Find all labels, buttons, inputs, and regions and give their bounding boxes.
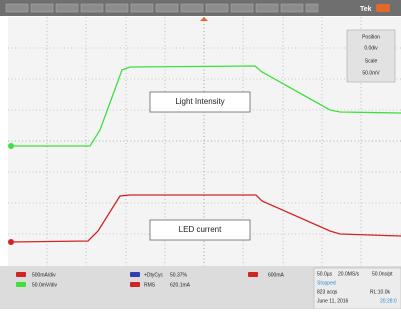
panel-value: 50.0mV: [362, 70, 380, 76]
panel-value: 0.0div: [364, 45, 378, 51]
timebase: 50.0µs: [317, 271, 333, 277]
annotation: Light Intensity: [175, 97, 224, 106]
acq-count: 823 acqs: [317, 289, 338, 295]
ch-badge: [16, 272, 26, 277]
acq-state: Stopped: [317, 280, 336, 286]
scope-screen: Tek Light Intensity LED current Position…: [0, 0, 401, 309]
channel-scale: 50.0mV/div: [32, 282, 58, 288]
panel-label: Position: [362, 34, 380, 40]
brand: Tek: [360, 6, 372, 13]
run-indicator: [376, 4, 390, 12]
panel-label: Scale: [365, 58, 378, 64]
ch-badge: [16, 282, 26, 287]
trigger-badge: [248, 272, 258, 277]
time: 20:28:0: [380, 298, 397, 304]
ch-marker-red: [8, 239, 14, 245]
measurement-value: 50.37%: [170, 272, 188, 278]
measurement-value: 620.1mA: [170, 282, 191, 288]
menu-tabs[interactable]: [6, 4, 318, 12]
annotation: LED current: [179, 225, 222, 234]
measurement-label: +DtyCyc: [144, 272, 164, 278]
trigger-level: 600mA: [268, 272, 285, 278]
measurement-label: RMS: [144, 282, 156, 288]
meas-badge: [130, 282, 140, 287]
channel-scale: 500mA/div: [32, 272, 56, 278]
meas-badge: [130, 272, 140, 277]
ch-marker-green: [8, 143, 14, 149]
sample-rate: 20.0MS/s: [338, 271, 360, 277]
resolution: 50.0ns/pt: [372, 271, 393, 277]
record-length: RL:10.0k: [370, 289, 391, 295]
date: June 11, 2016: [317, 298, 349, 304]
